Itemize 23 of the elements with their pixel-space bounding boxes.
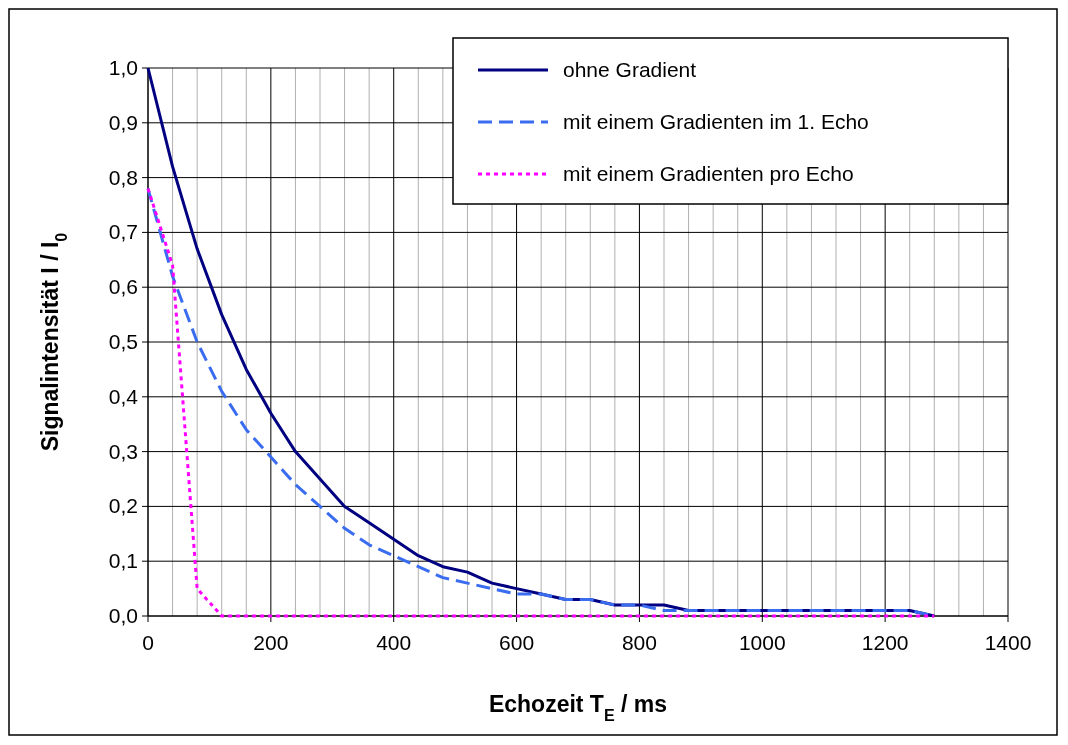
x-tick-label: 1400 bbox=[984, 631, 1032, 654]
y-tick-label: 0,0 bbox=[108, 604, 138, 627]
y-tick-label: 0,2 bbox=[108, 494, 138, 518]
y-tick-label: 0,6 bbox=[108, 275, 138, 299]
y-tick-label: 0,1 bbox=[108, 549, 138, 573]
x-tick-label: 600 bbox=[499, 631, 535, 654]
legend-label: mit einem Gradienten pro Echo bbox=[563, 162, 854, 185]
y-tick-label: 0,9 bbox=[108, 110, 138, 134]
y-tick-label: 0,8 bbox=[108, 165, 138, 189]
x-tick-label: 200 bbox=[253, 631, 289, 654]
y-tick-label: 0,7 bbox=[108, 220, 138, 244]
legend-label: ohne Gradient bbox=[563, 58, 697, 81]
x-tick-label: 0 bbox=[142, 631, 154, 654]
y-tick-label: 0,4 bbox=[108, 384, 139, 408]
y-tick-label: 0,3 bbox=[108, 439, 138, 463]
x-tick-label: 800 bbox=[621, 631, 657, 654]
x-tick-label: 1000 bbox=[738, 631, 786, 654]
y-tick-label: 0,5 bbox=[108, 330, 138, 353]
x-tick-label: 400 bbox=[376, 631, 412, 654]
y-tick-label: 1,0 bbox=[108, 56, 138, 79]
x-axis-title: Echozeit T$_{E}$ / ms bbox=[488, 691, 668, 724]
legend-label: mit einem Gradienten im 1. Echo bbox=[563, 110, 869, 133]
x-tick-label: 1200 bbox=[861, 631, 909, 654]
